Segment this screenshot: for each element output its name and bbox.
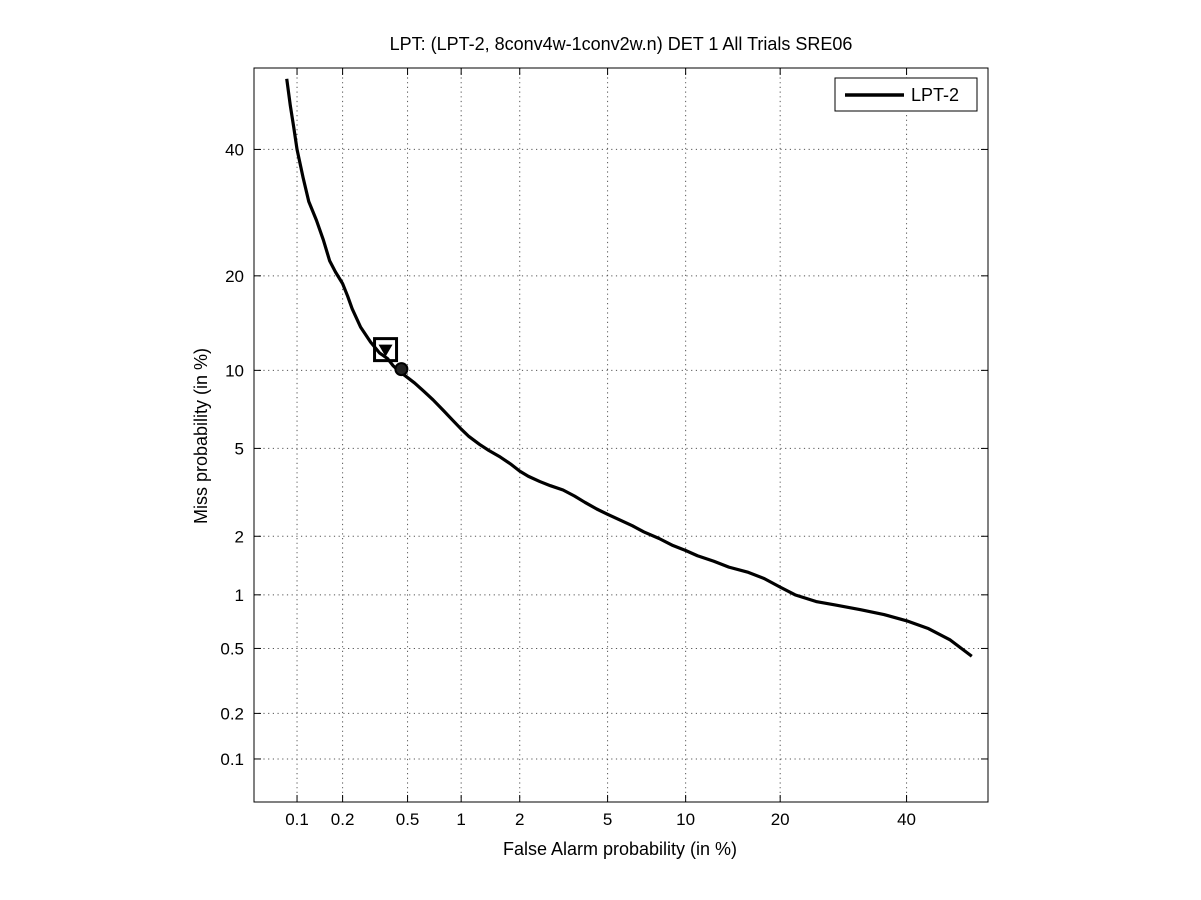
x-tick-label: 40 [897, 810, 916, 829]
legend: LPT-2 [834, 77, 978, 112]
min-dcf-point [373, 337, 399, 363]
chart-title: LPT: (LPT-2, 8conv4w-1conv2w.n) DET 1 Al… [390, 34, 853, 54]
y-tick-label: 0.1 [220, 750, 244, 769]
series-line-lpt-2 [285, 78, 973, 658]
marker-layer [373, 337, 409, 377]
x-tick-label: 10 [676, 810, 695, 829]
x-axis-title: False Alarm probability (in %) [503, 839, 737, 859]
plot-area [253, 67, 989, 803]
y-tick-label: 1 [235, 586, 244, 605]
y-tick-label: 0.5 [220, 639, 244, 658]
y-tick-label: 5 [235, 439, 244, 458]
x-tick-label: 0.2 [331, 810, 355, 829]
x-tick-label: 5 [603, 810, 612, 829]
y-tick-label: 10 [225, 361, 244, 380]
y-axis-title: Miss probability (in %) [191, 348, 211, 524]
x-tick-label: 0.5 [396, 810, 420, 829]
y-tick-label: 0.2 [220, 704, 244, 723]
legend-label-lpt-2: LPT-2 [911, 85, 959, 105]
x-tick-label: 1 [456, 810, 465, 829]
series-layer [285, 78, 973, 658]
axis-ticks: 0.1 0.2 0.5 1 2 5 10 20 40 0.1 0.2 0.5 1 2 5 10 20 40 [220, 68, 988, 829]
y-tick-label: 40 [225, 140, 244, 159]
grid-lines [254, 68, 988, 802]
y-tick-label: 2 [235, 527, 244, 546]
actual-decision-point [378, 344, 393, 357]
eer-circle-point [394, 362, 409, 377]
x-tick-label: 20 [771, 810, 790, 829]
x-tick-label: 0.1 [285, 810, 309, 829]
y-tick-label: 20 [225, 267, 244, 286]
x-tick-label: 2 [515, 810, 524, 829]
